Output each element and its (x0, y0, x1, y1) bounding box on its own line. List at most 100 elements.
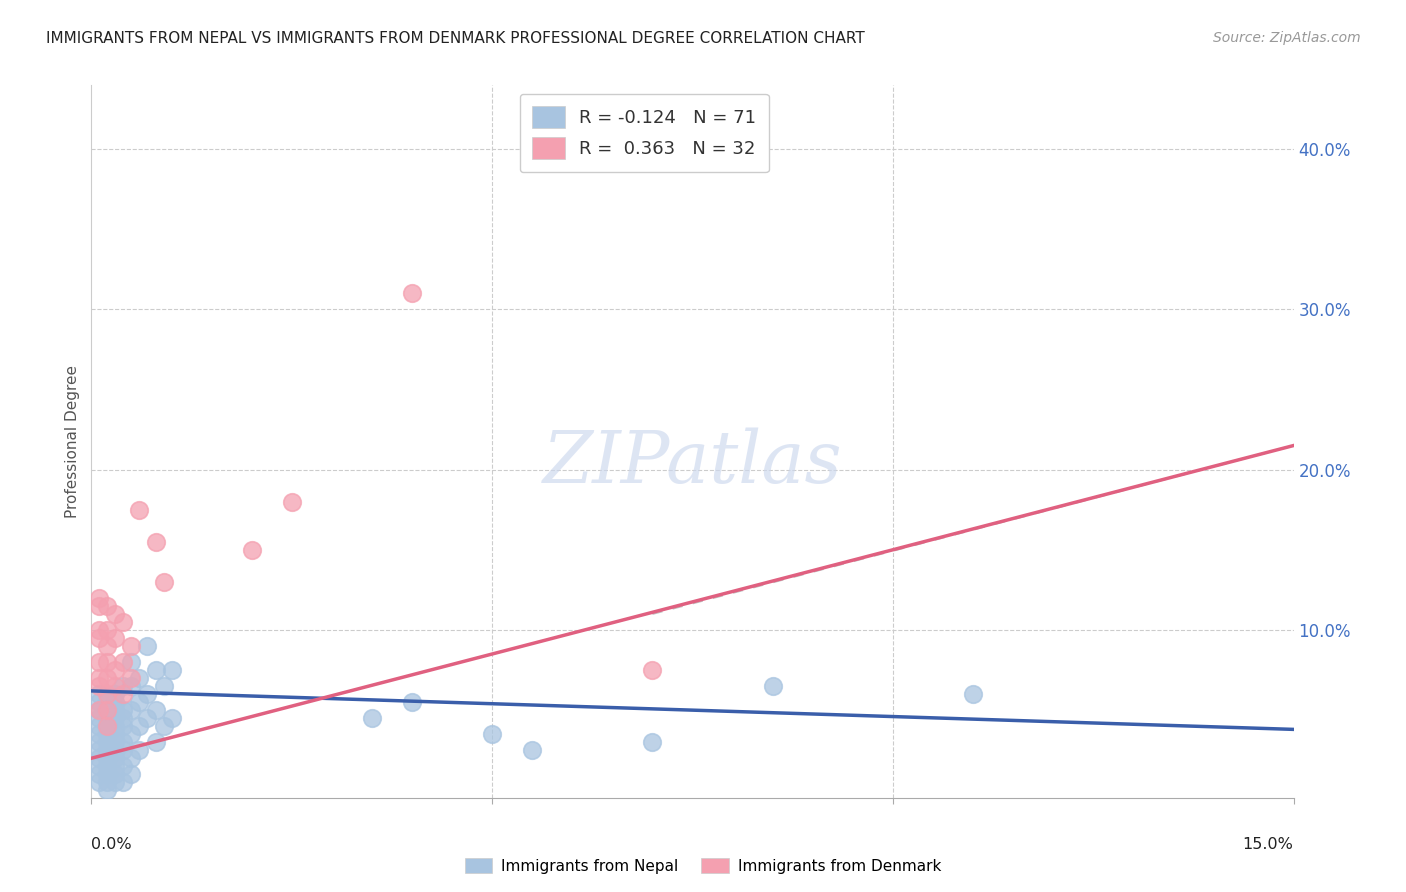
Point (89, 623, 111, 637)
Point (104, 703, 127, 717)
Point (104, 607, 127, 621)
Point (104, 767, 127, 781)
Point (96, 759, 118, 773)
Point (104, 663, 127, 677)
Legend: R = -0.124   N = 71, R =  0.363   N = 32: R = -0.124 N = 71, R = 0.363 N = 32 (520, 94, 769, 172)
Point (104, 695, 127, 709)
Point (152, 574, 174, 589)
Point (112, 775, 135, 789)
Point (89, 671, 111, 685)
Point (145, 534, 167, 549)
Point (112, 759, 135, 773)
Point (96, 719, 118, 733)
Point (96, 711, 118, 725)
Point (89, 599, 111, 613)
Point (104, 727, 127, 741)
Text: 15.0%: 15.0% (1243, 837, 1294, 852)
Point (641, 735, 664, 749)
Point (481, 727, 503, 741)
Point (104, 711, 127, 725)
Point (96, 751, 118, 765)
Point (89, 703, 111, 717)
Point (121, 671, 143, 685)
Point (89, 719, 111, 733)
Point (128, 719, 150, 733)
Point (96, 735, 118, 749)
Y-axis label: Professional Degree: Professional Degree (65, 365, 80, 518)
Point (96, 599, 118, 613)
Point (121, 727, 143, 741)
Point (641, 663, 664, 677)
Point (121, 703, 143, 717)
Point (96, 687, 118, 701)
Point (96, 703, 118, 717)
Point (104, 687, 127, 701)
Point (96, 703, 118, 717)
Point (145, 703, 167, 717)
Point (96, 783, 118, 797)
Point (104, 679, 127, 693)
Point (112, 735, 135, 749)
Legend: Immigrants from Nepal, Immigrants from Denmark: Immigrants from Nepal, Immigrants from D… (458, 852, 948, 880)
Point (121, 679, 143, 693)
Point (89, 703, 111, 717)
Point (522, 743, 544, 757)
Point (96, 695, 118, 709)
Point (112, 687, 135, 701)
Point (104, 719, 127, 733)
Point (121, 639, 143, 653)
Point (89, 743, 111, 757)
Point (112, 655, 135, 669)
Text: ZIPatlas: ZIPatlas (543, 427, 842, 499)
Point (401, 695, 423, 709)
Point (104, 759, 127, 773)
Point (128, 695, 150, 709)
Point (104, 743, 127, 757)
Point (128, 502, 150, 516)
Point (89, 695, 111, 709)
Point (89, 679, 111, 693)
Point (89, 735, 111, 749)
Point (136, 639, 159, 653)
Point (96, 639, 118, 653)
Point (89, 775, 111, 789)
Point (89, 655, 111, 669)
Point (240, 542, 263, 557)
Point (96, 767, 118, 781)
Point (89, 591, 111, 605)
Point (96, 719, 118, 733)
Point (136, 711, 159, 725)
Point (104, 735, 127, 749)
Point (112, 719, 135, 733)
Point (128, 671, 150, 685)
Point (401, 286, 423, 301)
Point (112, 679, 135, 693)
Point (128, 743, 150, 757)
Text: Source: ZipAtlas.com: Source: ZipAtlas.com (1213, 31, 1361, 45)
Point (160, 711, 183, 725)
Point (360, 711, 382, 725)
Text: IMMIGRANTS FROM NEPAL VS IMMIGRANTS FROM DENMARK PROFESSIONAL DEGREE CORRELATION: IMMIGRANTS FROM NEPAL VS IMMIGRANTS FROM… (46, 31, 865, 46)
Point (96, 727, 118, 741)
Point (112, 743, 135, 757)
Point (281, 494, 304, 508)
Point (152, 719, 174, 733)
Point (121, 751, 143, 765)
Point (104, 775, 127, 789)
Point (89, 767, 111, 781)
Point (112, 711, 135, 725)
Point (112, 615, 135, 629)
Point (121, 655, 143, 669)
Point (89, 711, 111, 725)
Point (962, 687, 984, 701)
Point (96, 623, 118, 637)
Point (104, 631, 127, 645)
Point (112, 703, 135, 717)
Point (89, 631, 111, 645)
Point (89, 759, 111, 773)
Point (96, 655, 118, 669)
Point (96, 775, 118, 789)
Point (145, 735, 167, 749)
Point (121, 767, 143, 781)
Point (89, 751, 111, 765)
